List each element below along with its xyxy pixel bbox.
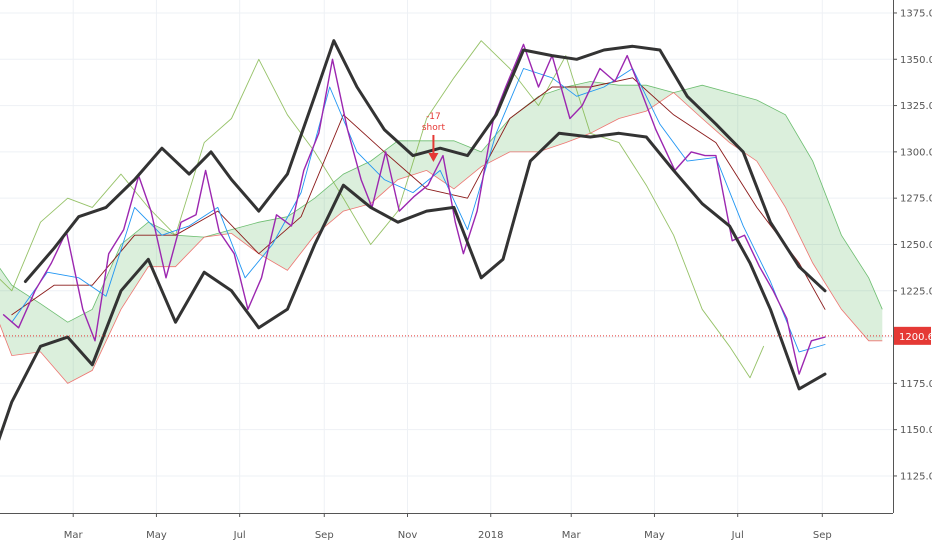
y-tick-label: 1275.00	[900, 194, 932, 205]
x-tick-label: Mar	[64, 530, 84, 541]
x-tick-label: May	[644, 530, 665, 541]
y-tick-label: 1250.00	[900, 240, 932, 251]
x-tick-label: Jul	[233, 530, 246, 541]
x-tick-label: Jul	[731, 530, 744, 541]
x-tick-label: Sep	[315, 530, 334, 541]
series-group	[0, 39, 827, 441]
y-tick-label: 1125.00	[900, 471, 932, 482]
axes: 1125.00 1150.00 1175.00 1225.00 1250.00 1275.…	[0, 0, 932, 541]
price-line	[2, 43, 826, 375]
last-price-badge	[894, 326, 931, 345]
y-tick-label: 1350.00	[900, 55, 932, 66]
y-tick-label: 1175.00	[900, 379, 932, 390]
leading-span-a	[0, 81, 883, 323]
x-tick-label: Nov	[398, 530, 418, 541]
signal-label: short	[422, 123, 446, 133]
grid	[0, 0, 893, 513]
lagging-span	[0, 40, 765, 379]
conversion-line	[11, 68, 826, 353]
signal-label: -17	[426, 112, 441, 122]
base-line	[11, 77, 826, 316]
y-tick-label: 1300.00	[900, 147, 932, 158]
band-lower	[0, 131, 827, 441]
x-tick-label: Sep	[813, 530, 832, 541]
y-tick-label: 1150.00	[900, 425, 932, 436]
y-tick-label: 1375.00	[900, 8, 932, 19]
x-tick-label: Mar	[562, 530, 582, 541]
signal-arrow-icon	[428, 152, 439, 162]
band-upper	[23, 39, 827, 293]
y-tick-label: 1225.00	[900, 286, 932, 297]
x-tick-label: May	[146, 530, 167, 541]
cloud-bullish	[0, 81, 883, 384]
x-tick-label: 2018	[478, 530, 503, 541]
y-tick-label: 1325.00	[900, 101, 932, 112]
last-price-label: 1200.66	[899, 332, 932, 343]
